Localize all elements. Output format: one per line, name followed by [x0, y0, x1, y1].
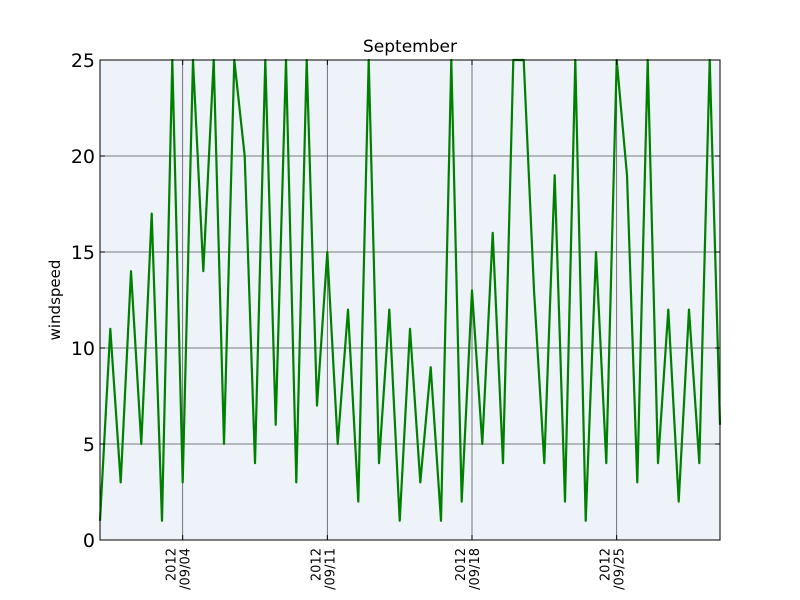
x-tick-label: 2012/09/18	[454, 548, 483, 590]
y-axis-label: windspeed	[46, 260, 64, 341]
x-tick-label: 2012/09/04	[165, 548, 194, 590]
y-tick-label: 5	[83, 434, 95, 456]
chart-title: September	[363, 37, 457, 57]
axis-ticks: 0 5 10 15 20 25 2012/09/04 2012/09/11 2012/09/18…	[71, 50, 720, 590]
y-tick-label: 10	[71, 338, 95, 360]
y-tick-label: 25	[71, 50, 95, 72]
plot-background	[100, 60, 720, 540]
y-tick-label: 20	[71, 146, 95, 168]
plot-frame	[99, 59, 721, 541]
y-tick-label: 0	[83, 530, 95, 552]
y-tick-label: 15	[71, 242, 95, 264]
x-tick-label: 2012/09/11	[309, 548, 338, 590]
x-tick-label: 2012/09/25	[599, 548, 628, 590]
